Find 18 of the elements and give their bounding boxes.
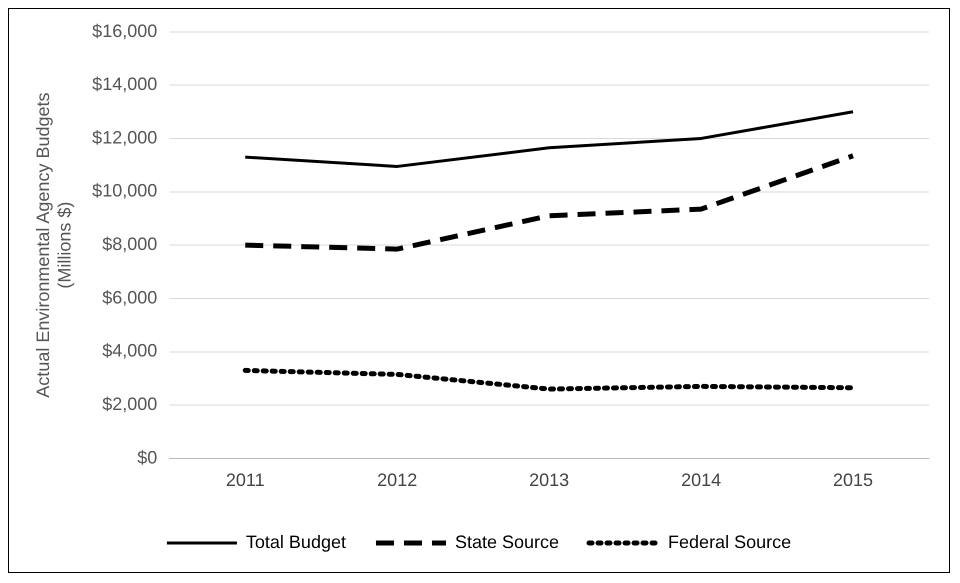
x-tick-label: 2012 bbox=[377, 470, 418, 490]
y-tick-label: $16,000 bbox=[92, 20, 158, 41]
x-tick-label: 2011 bbox=[226, 470, 265, 490]
y-tick-label: $10,000 bbox=[92, 180, 158, 201]
y-tick-label: $6,000 bbox=[102, 287, 158, 308]
x-tick-label: 2015 bbox=[833, 470, 874, 490]
y-tick-label: $2,000 bbox=[102, 394, 158, 414]
legend-label: Total Budget bbox=[246, 532, 346, 552]
y-tick-label: $14,000 bbox=[92, 74, 158, 94]
y-tick-label: $8,000 bbox=[102, 234, 158, 254]
x-tick-label: 2013 bbox=[529, 470, 570, 490]
legend-label: Federal Source bbox=[668, 532, 792, 552]
y-tick-label: $0 bbox=[137, 447, 158, 468]
x-tick-label: 2014 bbox=[681, 470, 722, 490]
y-axis-title: Actual Environmental Agency Budgets (Millions $) bbox=[32, 92, 74, 398]
y-tick-label: $4,000 bbox=[102, 340, 158, 361]
y-tick-label: $12,000 bbox=[92, 127, 158, 148]
legend-label: State Source bbox=[454, 532, 560, 552]
